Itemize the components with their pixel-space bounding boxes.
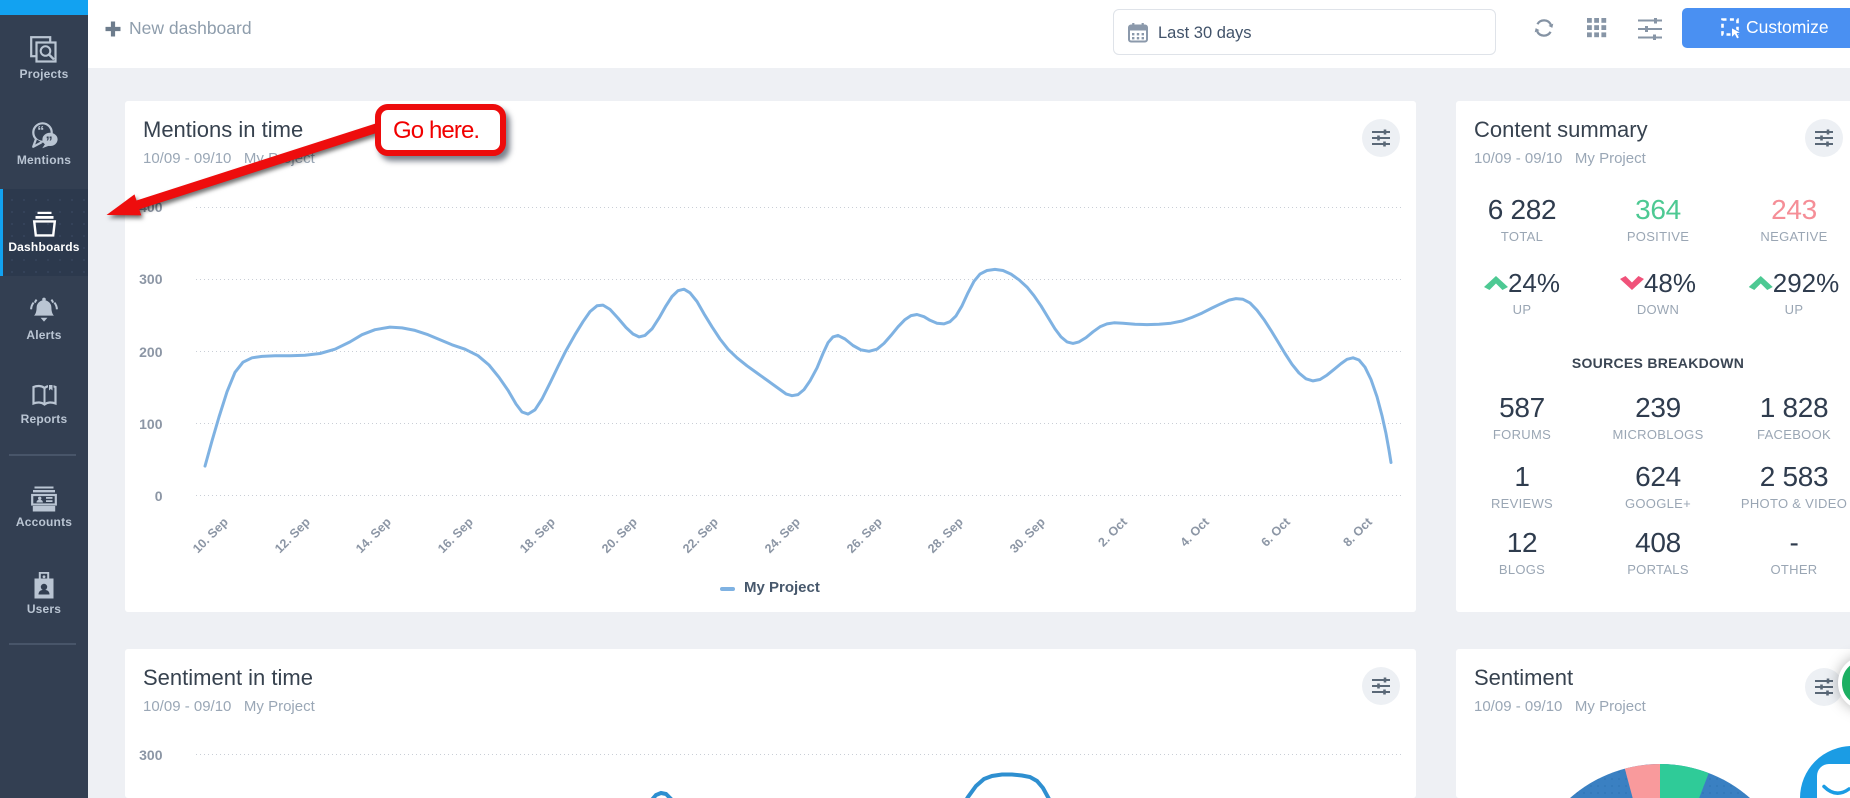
- svg-text:”: ”: [45, 133, 52, 149]
- svg-text:“: “: [37, 123, 44, 139]
